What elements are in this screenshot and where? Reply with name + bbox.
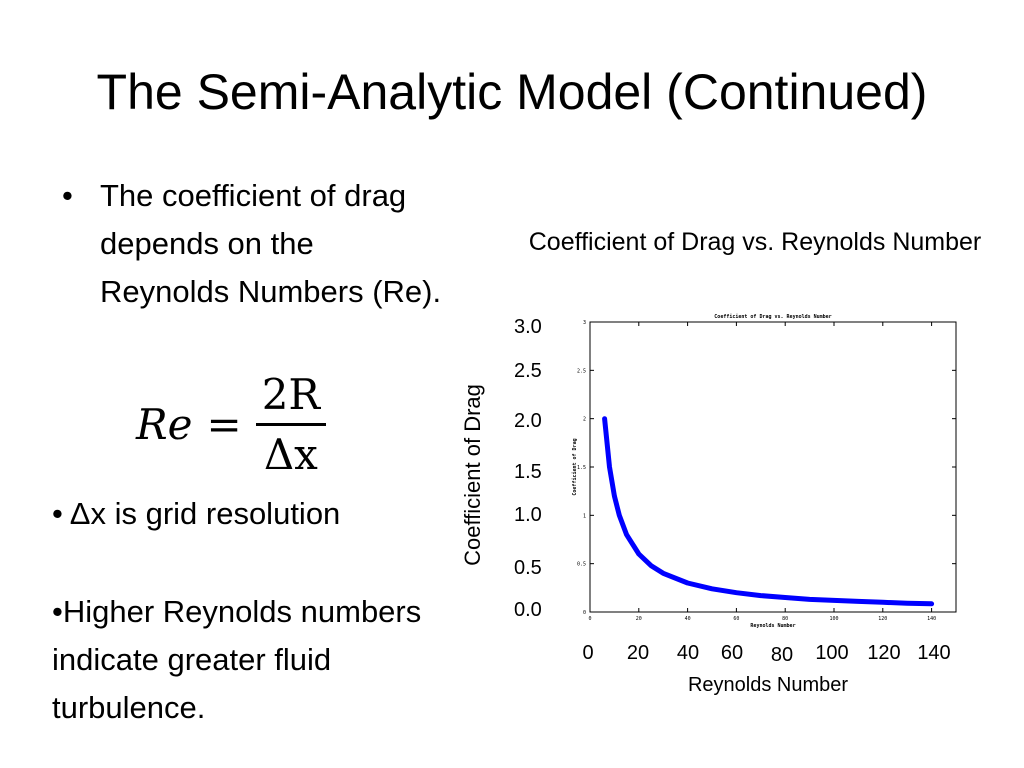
bullet-reynolds: • The coefficient of drag depends on the… [62,172,442,316]
x-tick-label: 60 [720,642,744,664]
formula-lhs: Re [136,400,193,449]
inner-x-tick-label: 120 [878,616,887,622]
inner-x-tick-label: 80 [782,616,788,622]
inner-x-tick-label: 0 [588,616,591,622]
inner-y-tick-label: 3 [583,320,586,326]
inner-title: Coefficient of Drag vs. Reynolds Number [714,314,831,320]
inner-x-tick-label: 100 [829,616,838,622]
inner-x-tick-label: 20 [636,616,642,622]
formula-equals: = [206,400,242,449]
drag-chart: 0 0.5 1 1.5 2 2.5 3 0 20 40 60 80 100 120 140 Coefficie… [572,314,957,629]
formula-fraction: 2R Δx [255,370,327,479]
bullet-text: The coefficient of drag depends on the R… [100,178,442,309]
formula-denominator: Δx [263,430,318,479]
note-turbulence: •Higher Reynolds numbers indicate greate… [52,594,422,725]
y-axis-label: Coefficient of Drag [460,384,485,566]
y-tick-label: 1.5 [514,461,542,483]
x-tick-label: 120 [867,642,901,664]
x-tick-label: 0 [582,642,594,664]
inner-y-tick-label: 0 [583,610,586,616]
chart-title: Coefficient of Drag vs. Reynolds Number [528,228,982,256]
inner-y-tick-label: 1 [583,513,586,519]
x-tick-label: 140 [917,642,951,664]
x-tick-label: 40 [676,642,700,664]
inner-y-tick-label: 2.5 [577,368,586,374]
slide-title: The Semi-Analytic Model (Continued) [96,64,928,120]
note-grid-resolution: • Δx is grid resolution [52,496,341,531]
inner-y-tick-label: 2 [583,417,586,423]
y-tick-label: 2.0 [514,410,542,432]
x-tick-label: 20 [626,642,650,664]
fraction-bar [255,423,327,426]
y-tick-label: 0.5 [514,557,542,579]
formula-numerator: 2R [261,370,321,419]
inner-y-tick-label: 1.5 [577,465,586,471]
x-tick-label: 100 [815,642,849,664]
y-tick-label: 3.0 [514,316,542,338]
inner-y-tick-label: 0.5 [577,562,586,568]
x-tick-label: 80 [770,644,794,666]
inner-x-tick-label: 60 [733,616,739,622]
y-tick-label: 2.5 [514,360,542,382]
x-axis-label: Reynolds Number [687,674,849,696]
inner-x-tick-label: 40 [685,616,691,622]
y-tick-label: 0.0 [514,599,542,621]
reynolds-formula: Re = 2R Δx [136,370,327,479]
inner-x-tick-label: 140 [927,616,936,622]
series-line [602,416,935,607]
plot-frame [589,321,957,613]
y-tick-label: 1.0 [514,504,542,526]
inner-x-label: Reynolds Number [750,623,795,629]
bullet-symbol: • [62,178,73,213]
inner-y-label: Coefficient of Drag [572,438,578,495]
